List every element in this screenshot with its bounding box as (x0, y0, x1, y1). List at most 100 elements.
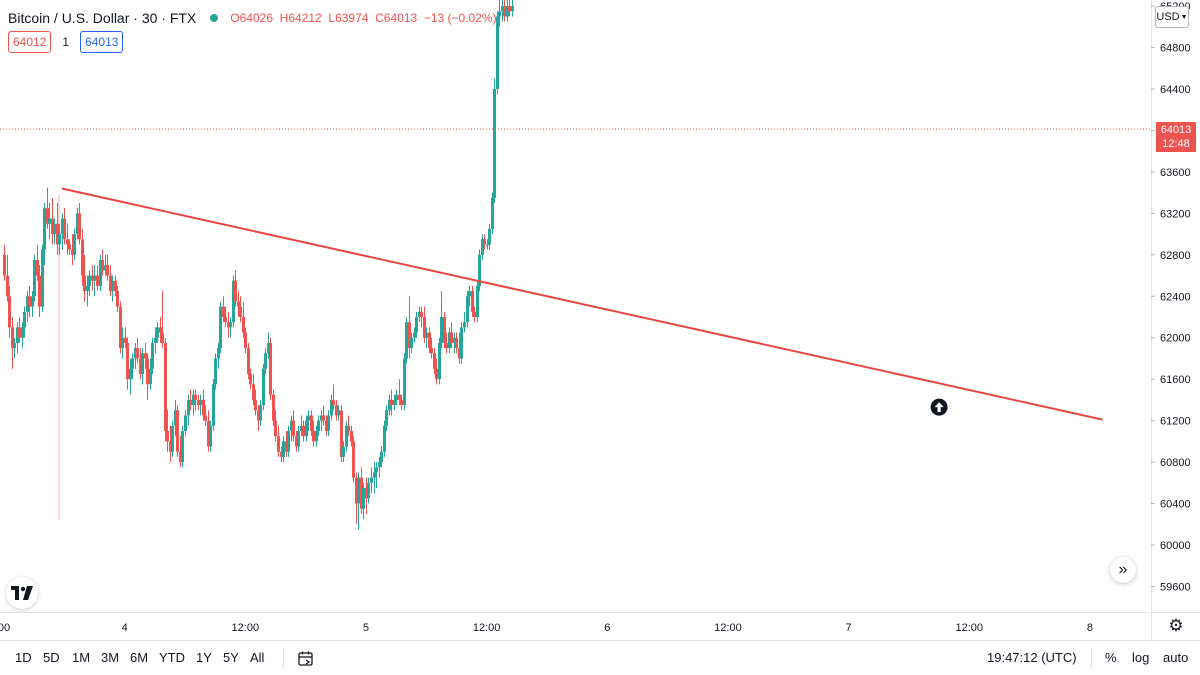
candle-body (332, 399, 335, 406)
candle-body (481, 239, 484, 255)
y-tick-label: 60400 (1160, 499, 1191, 511)
candle-body (46, 208, 49, 224)
candle-body (501, 6, 504, 12)
candle-body (262, 368, 265, 406)
tradingview-logo-icon[interactable] (6, 577, 38, 609)
candle-body (18, 327, 21, 338)
y-tick-label: 63200 (1160, 208, 1191, 220)
candle-body (398, 394, 401, 400)
candle-body (121, 337, 124, 349)
currency-button[interactable]: USD ▼ (1155, 6, 1189, 28)
candle-body (274, 420, 277, 437)
candle-body (212, 384, 215, 426)
candle-body (23, 311, 26, 328)
spread-value: 1 (62, 35, 70, 49)
candle-body (176, 410, 179, 452)
candle-body (450, 332, 453, 343)
y-tick-label: 60800 (1160, 457, 1191, 469)
range-button-1y[interactable]: 1Y (196, 650, 212, 665)
candle-body (385, 410, 388, 426)
ohlc-values: O64026 H64212 L63974 C64013 −13 (−0.02%) (230, 11, 496, 25)
candle-body (468, 291, 471, 297)
range-button-ytd[interactable]: YTD (159, 650, 185, 665)
candle-body (31, 296, 34, 307)
candle-body (473, 311, 476, 317)
auto-scale-button[interactable]: auto (1163, 650, 1189, 665)
range-button-6m[interactable]: 6M (130, 650, 149, 665)
candle-body (352, 441, 355, 478)
candle-body (508, 6, 511, 12)
candle-body (171, 425, 174, 452)
candle-body (169, 441, 172, 452)
candle-body (68, 244, 71, 250)
candle-body (101, 260, 104, 271)
candle-body (207, 420, 210, 447)
candle-body (119, 306, 122, 349)
x-tick-label: 4 (122, 622, 128, 634)
close-label: C (375, 11, 384, 25)
range-button-all[interactable]: All (250, 650, 265, 665)
trendline (61, 187, 1103, 421)
candle-body (317, 420, 320, 431)
utc-clock[interactable]: 19:47:12 (UTC) (987, 650, 1077, 665)
y-tick-label: 62000 (1160, 333, 1191, 345)
candle-body (38, 275, 41, 307)
market-status-dot (210, 14, 219, 22)
candle-body (222, 306, 225, 317)
date-range-icon[interactable] (297, 650, 315, 668)
candle-body (337, 410, 340, 416)
candle-body (410, 337, 413, 349)
range-button-1m[interactable]: 1M (72, 650, 91, 665)
candle-body (503, 6, 506, 17)
sell-button[interactable]: 64012 (8, 31, 52, 53)
buy-button[interactable]: 64013 (80, 31, 124, 53)
candle-body (58, 234, 61, 245)
x-tick-label: 12:00 (714, 622, 742, 634)
range-button-5y[interactable]: 5Y (223, 650, 239, 665)
candle-body (448, 332, 451, 349)
candle-body (156, 327, 159, 338)
scroll-to-realtime-icon[interactable]: » (1110, 557, 1136, 583)
candle-body (53, 223, 56, 235)
candle-body (287, 430, 290, 452)
candle-body (151, 342, 154, 369)
currency-label: USD (1156, 11, 1180, 23)
candle-body (418, 311, 421, 317)
candle-body (244, 332, 247, 349)
candle-body (239, 306, 242, 317)
candle-body (455, 337, 458, 349)
open-label: O (230, 11, 240, 25)
candle-body (51, 218, 54, 235)
range-button-5d[interactable]: 5D (43, 650, 60, 665)
candle-body (483, 239, 486, 245)
log-scale-button[interactable]: log (1132, 650, 1150, 665)
candle-body (181, 430, 184, 463)
range-button-3m[interactable]: 3M (101, 650, 120, 665)
candle-body (88, 275, 91, 286)
symbol-title[interactable]: Bitcoin / U.S. Dollar · 30 · FTX (8, 10, 197, 26)
candle-body (93, 275, 96, 281)
gear-icon[interactable]: ⚙ (1168, 616, 1184, 635)
candle-body (438, 342, 441, 380)
candle-body (227, 322, 230, 328)
candle-body (111, 280, 114, 292)
candle-body (161, 332, 164, 343)
candle-body (16, 327, 19, 343)
candle-body (202, 399, 205, 416)
bar-countdown: 12:48 (1162, 138, 1190, 150)
candle-body (6, 275, 9, 297)
candle-body (154, 337, 157, 343)
candle-body (443, 316, 446, 343)
candle-body (408, 322, 411, 349)
candle-body (305, 420, 308, 437)
candle-body (129, 368, 132, 380)
candle-body (224, 316, 227, 323)
candle-body (370, 477, 373, 483)
percent-scale-button[interactable]: % (1105, 650, 1117, 665)
range-button-1d[interactable]: 1D (15, 650, 32, 665)
candle-body (380, 451, 383, 463)
candle-body (66, 239, 69, 245)
candle-body (320, 415, 323, 421)
x-tick-label: 00 (0, 622, 10, 634)
